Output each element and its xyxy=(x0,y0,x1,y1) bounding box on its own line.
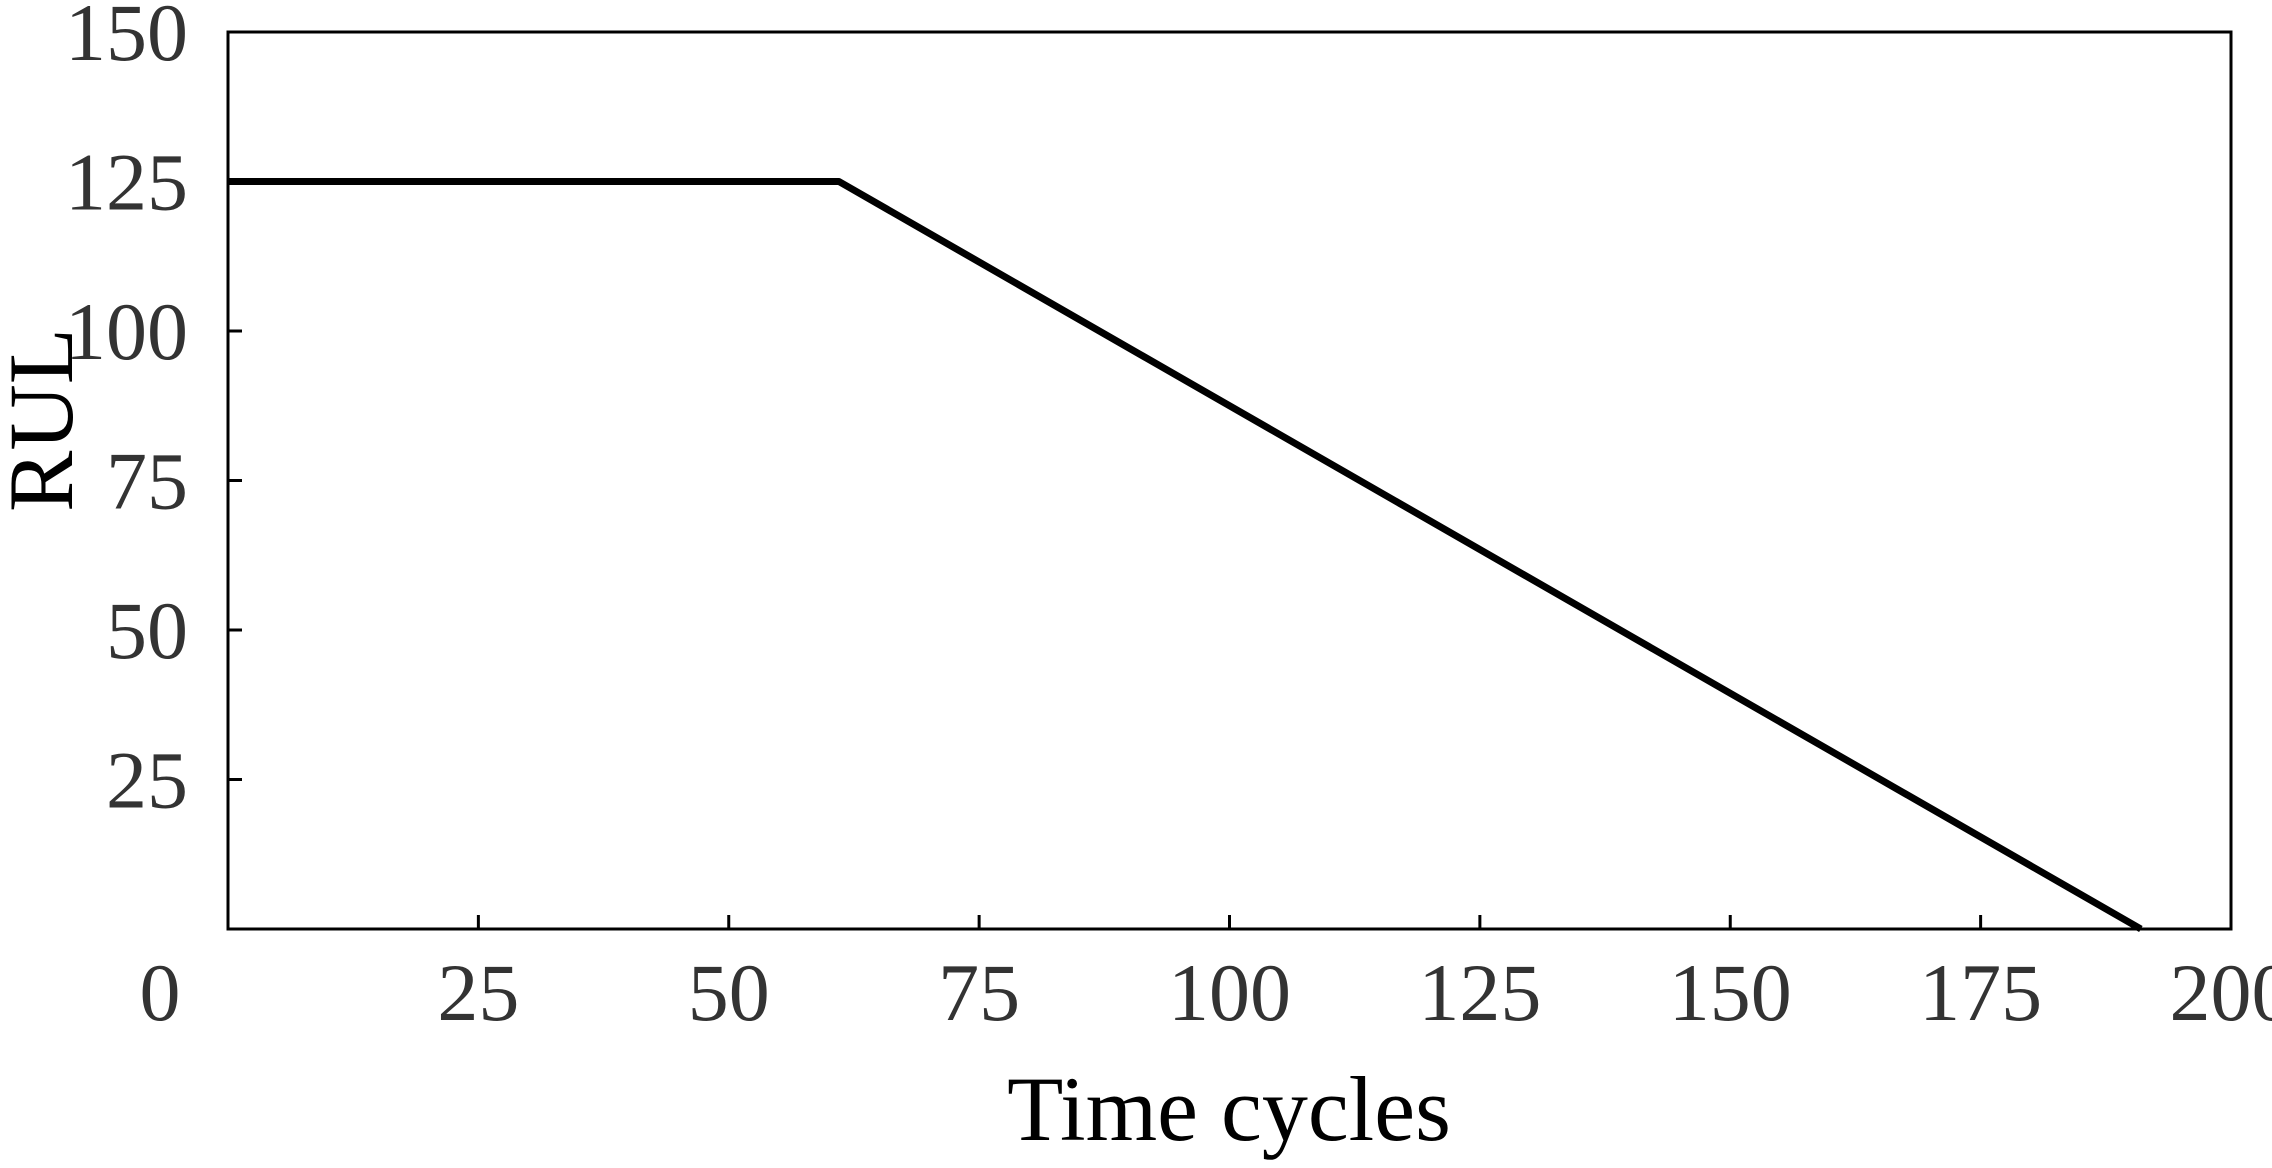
y-tick-label: 75 xyxy=(106,436,188,527)
x-tick-label: 150 xyxy=(1669,947,1792,1038)
x-tick-label: 75 xyxy=(938,947,1020,1038)
x-tick-label: 25 xyxy=(437,947,519,1038)
y-tick-label: 100 xyxy=(65,286,188,377)
x-tick-label: 100 xyxy=(1168,947,1291,1038)
y-tick-label: 150 xyxy=(65,0,188,78)
y-tick-label: 125 xyxy=(65,137,188,228)
x-tick-label: 125 xyxy=(1418,947,1541,1038)
data-line xyxy=(228,178,2143,933)
plot-frame xyxy=(226,30,2233,931)
y-tick-label: 0 xyxy=(140,947,181,1038)
y-axis-title: RUL xyxy=(0,328,92,512)
x-tick-label: 175 xyxy=(1919,947,2042,1038)
y-tick-label: 50 xyxy=(106,585,188,676)
x-axis-title: Time cycles xyxy=(1007,1058,1451,1160)
x-tick-label: 200 xyxy=(2170,947,2272,1038)
x-tick-label: 50 xyxy=(688,947,770,1038)
y-tick-label: 25 xyxy=(106,735,188,826)
